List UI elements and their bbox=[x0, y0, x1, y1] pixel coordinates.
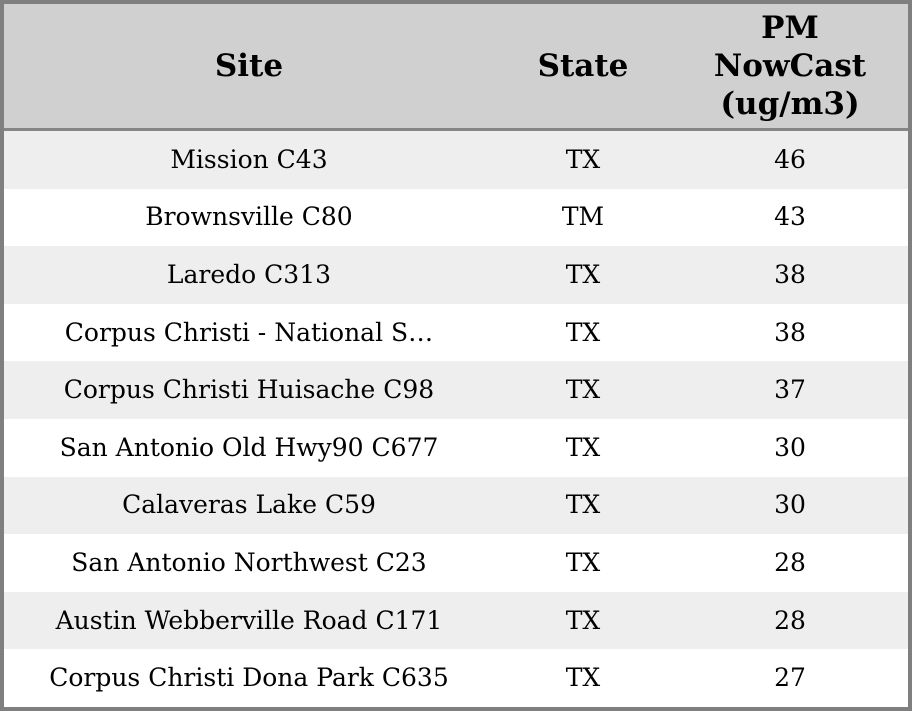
state-cell: TX bbox=[565, 144, 601, 174]
pm-value-cell: 28 bbox=[774, 547, 806, 577]
column-header-site: Site bbox=[214, 48, 284, 84]
site-cell: Laredo C313 bbox=[166, 259, 332, 289]
site-cell: Mission C43 bbox=[170, 144, 328, 174]
state-cell: TX bbox=[565, 375, 601, 405]
table-row: Corpus Christi - National S… TX 38 bbox=[4, 303, 908, 362]
table-row: Corpus Christi Huisache C98 TX 37 bbox=[4, 361, 908, 419]
state-cell: TX bbox=[565, 547, 601, 577]
site-cell: Brownsville C80 bbox=[145, 202, 353, 232]
table-row: Corpus Christi Dona Park C635 TX 27 bbox=[4, 649, 908, 707]
site-cell: Austin Webberville Road C171 bbox=[55, 605, 443, 635]
state-cell: TX bbox=[565, 663, 601, 693]
pm-header-line-1: PM bbox=[761, 10, 819, 46]
state-cell: TM bbox=[561, 202, 605, 232]
pm-value-cell: 30 bbox=[774, 432, 806, 462]
site-cell: San Antonio Old Hwy90 C677 bbox=[59, 432, 439, 462]
column-header-pm-nowcast: PM NowCast (ug/m3) bbox=[672, 9, 908, 123]
pm-value-cell: 43 bbox=[774, 202, 806, 232]
table-row: San Antonio Northwest C23 TX 28 bbox=[4, 534, 908, 592]
pm-value-cell: 46 bbox=[774, 144, 806, 174]
pm-value-cell: 30 bbox=[774, 490, 806, 520]
table-header-row: Site State PM NowCast (ug/m3) bbox=[4, 4, 908, 131]
column-header-state: State bbox=[537, 48, 629, 84]
pm-value-cell: 27 bbox=[774, 663, 806, 693]
table-row: San Antonio Old Hwy90 C677 TX 30 bbox=[4, 418, 908, 477]
table-row: Calaveras Lake C59 TX 30 bbox=[4, 476, 908, 535]
state-cell: TX bbox=[565, 490, 601, 520]
site-cell: Corpus Christi - National S… bbox=[64, 317, 434, 347]
table-row: Mission C43 TX 46 bbox=[4, 131, 908, 189]
site-cell: Calaveras Lake C59 bbox=[122, 490, 376, 520]
table-row: Brownsville C80 TM 43 bbox=[4, 188, 908, 247]
site-cell: Corpus Christi Dona Park C635 bbox=[49, 663, 449, 693]
pm-header-line-3: (ug/m3) bbox=[720, 86, 860, 122]
state-cell: TX bbox=[565, 432, 601, 462]
site-cell: San Antonio Northwest C23 bbox=[71, 547, 427, 577]
pm-value-cell: 38 bbox=[774, 317, 806, 347]
site-cell: Corpus Christi Huisache C98 bbox=[63, 375, 435, 405]
pm-value-cell: 28 bbox=[774, 605, 806, 635]
table-row: Laredo C313 TX 38 bbox=[4, 246, 908, 304]
state-cell: TX bbox=[565, 317, 601, 347]
table-body: Mission C43 TX 46 Brownsville C80 TM 43 … bbox=[4, 131, 908, 707]
state-cell: TX bbox=[565, 605, 601, 635]
pm-header-line-2: NowCast bbox=[713, 48, 867, 84]
table-row: Austin Webberville Road C171 TX 28 bbox=[4, 591, 908, 650]
pm-value-cell: 38 bbox=[774, 259, 806, 289]
pm-value-cell: 37 bbox=[774, 375, 806, 405]
state-cell: TX bbox=[565, 259, 601, 289]
